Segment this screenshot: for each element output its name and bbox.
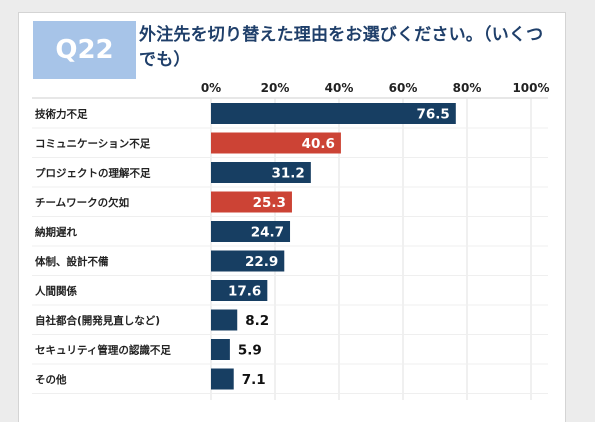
x-tick-label: 40% bbox=[325, 81, 354, 95]
category-label: 人間関係 bbox=[35, 285, 77, 298]
bar bbox=[211, 280, 268, 301]
value-label: 24.7 bbox=[251, 225, 284, 241]
bar bbox=[211, 162, 311, 183]
category-label: コミュニケーション不足 bbox=[35, 138, 151, 150]
category-label: プロジェクトの理解不足 bbox=[35, 167, 151, 180]
bar bbox=[211, 339, 230, 360]
category-label: 自社都合(開発見直しなど) bbox=[35, 314, 160, 327]
bar bbox=[211, 309, 238, 331]
value-label: 40.6 bbox=[302, 136, 335, 152]
x-tick-label: 80% bbox=[453, 81, 482, 95]
value-label: 8.2 bbox=[245, 313, 269, 329]
value-label: 22.9 bbox=[245, 254, 278, 270]
x-tick-label: 60% bbox=[389, 81, 418, 95]
bar bbox=[211, 221, 291, 242]
bar bbox=[211, 250, 285, 272]
bar bbox=[211, 132, 341, 154]
value-label: 76.5 bbox=[416, 107, 449, 123]
bar bbox=[211, 103, 456, 124]
bar bbox=[211, 191, 292, 213]
value-label: 25.3 bbox=[253, 195, 286, 211]
category-label: セキュリティ管理の認識不足 bbox=[35, 344, 171, 357]
value-label: 31.2 bbox=[272, 166, 305, 182]
category-label: 納期遅れ bbox=[35, 226, 77, 239]
value-label: 7.1 bbox=[242, 372, 266, 388]
x-tick-label: 100% bbox=[512, 81, 549, 95]
category-label: 技術力不足 bbox=[35, 108, 88, 121]
x-tick-label: 20% bbox=[261, 81, 290, 95]
question-text: 外注先を切り替えた理由をお選びください。（いくつでも） bbox=[139, 25, 544, 70]
value-label: 5.9 bbox=[238, 343, 262, 359]
category-label: その他 bbox=[35, 373, 67, 386]
category-label: チームワークの欠如 bbox=[35, 196, 129, 209]
bar bbox=[211, 368, 234, 390]
value-label: 17.6 bbox=[228, 284, 261, 300]
category-label: 体制、設計不備 bbox=[35, 255, 109, 268]
question-number-badge: Q22 bbox=[33, 21, 136, 79]
x-tick-label: 0% bbox=[201, 81, 221, 95]
